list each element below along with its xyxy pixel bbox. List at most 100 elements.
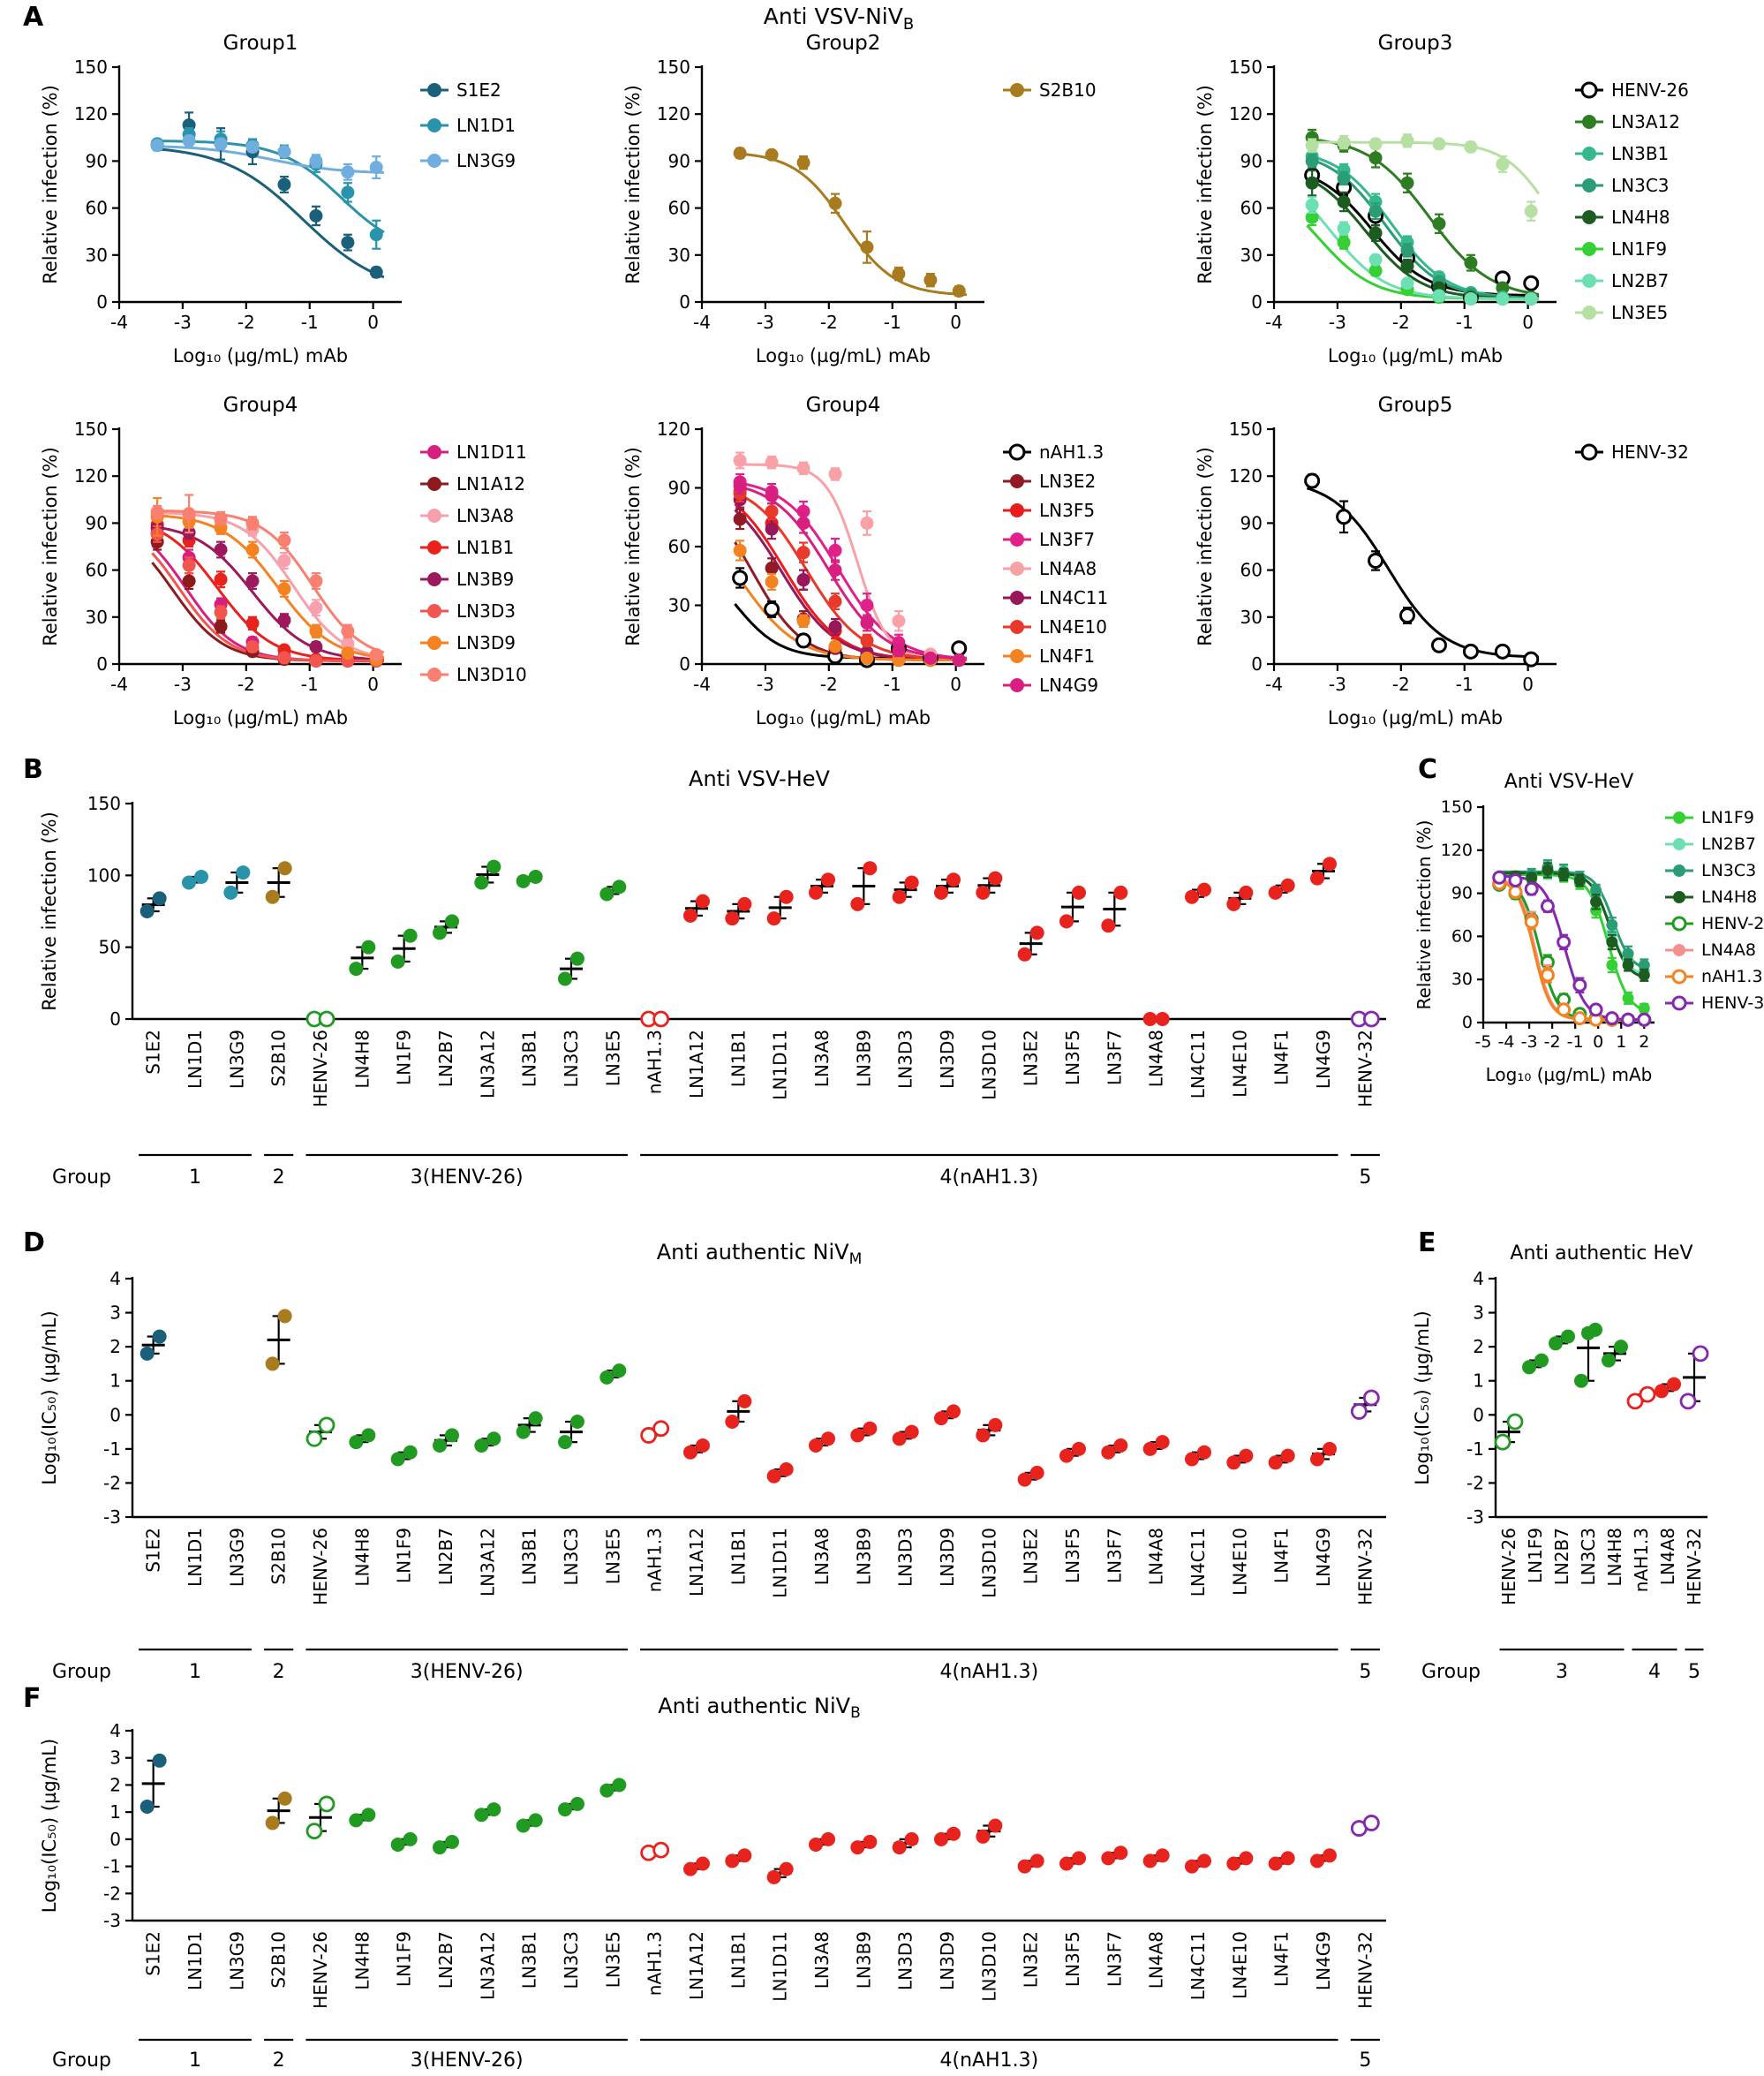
y-tick-label: 0 — [1462, 1013, 1473, 1032]
data-point-LN3C3 — [570, 1796, 584, 1811]
y-tick-label: 120 — [1441, 841, 1473, 860]
legend-label: LN4H8 — [1611, 207, 1670, 228]
category-label: LN4A8 — [1146, 1030, 1167, 1087]
data-point-LN4H8 — [1305, 176, 1319, 190]
data-point-LN3D10 — [277, 533, 291, 547]
data-point-HENV-32 — [1362, 1010, 1380, 1028]
y-tick-label: 0 — [109, 1008, 121, 1030]
data-point-S2B10 — [860, 240, 874, 254]
legend-marker — [1673, 838, 1685, 850]
data-point-LN3D10 — [369, 647, 383, 661]
chart-title-subscript: M — [849, 1250, 863, 1268]
data-point-LN3D10 — [976, 885, 991, 900]
y-tick-label: 30 — [1240, 607, 1263, 628]
data-point-LN3E5 — [599, 1370, 614, 1385]
legend-marker — [1673, 891, 1685, 903]
y-tick-label: 4 — [1473, 1268, 1484, 1289]
panel-a-main-title-subscript: B — [902, 15, 915, 34]
data-point-LN4E10 — [1226, 1455, 1241, 1470]
y-axis-label: Log₁₀(IC₅₀) (µg/mL) — [1412, 1310, 1433, 1484]
data-point-LN4F1 — [1268, 1455, 1283, 1470]
data-point-LN3A8 — [821, 1831, 835, 1846]
data-point-LN2B7 — [433, 925, 447, 940]
data-point-LN3A12 — [1496, 281, 1510, 295]
data-point-LN3A12 — [1400, 176, 1414, 190]
y-axis-label: Relative infection (%) — [622, 85, 644, 284]
data-point-LN4C11 — [1197, 1853, 1211, 1868]
group-label: 1 — [189, 2050, 201, 2072]
chart-title-main: Anti authentic NiV — [658, 1694, 850, 1718]
legend-label: S2B10 — [1039, 79, 1097, 101]
y-tick-label: 120 — [657, 103, 690, 125]
category-label: LN4E10 — [1229, 1528, 1250, 1596]
data-point-S2B10 — [277, 861, 292, 876]
data-point-LN3C3 — [558, 1435, 572, 1450]
legend-label: LN3G9 — [456, 150, 516, 171]
x-tick-label: -4 — [1498, 1032, 1515, 1052]
data-point-LN3C3 — [1400, 243, 1414, 257]
data-point-LN3G9 — [369, 160, 383, 174]
category-label: S1E2 — [143, 1030, 164, 1075]
data-point-LN4A8 — [796, 461, 810, 475]
data-point-LN3D10 — [988, 1818, 1003, 1833]
legend-marker — [1673, 812, 1685, 824]
data-point-LN2B7 — [1606, 927, 1618, 940]
category-label: LN3F7 — [1104, 1030, 1125, 1085]
data-point-LN4C11 — [1185, 889, 1199, 904]
data-point-LN1F9 — [1534, 1353, 1549, 1368]
y-tick-label: 3 — [1473, 1302, 1484, 1324]
data-point-LN3D10 — [150, 505, 164, 519]
x-tick-label: -1 — [884, 674, 901, 695]
data-point-LN3C3 — [1638, 959, 1650, 971]
chart-a-group4-right: 0 30 60 90 120 -4 -3 -2 -1 0 Relative infection (%… — [622, 394, 1108, 728]
data-point-HENV-32 — [1637, 1012, 1652, 1027]
y-tick-label: 0 — [96, 291, 108, 313]
y-tick-label: 30 — [668, 595, 690, 616]
chart-a-group5: 0 30 60 90 120 150 -4 -3 -2 -1 0 Relative infection… — [1195, 394, 1689, 728]
category-label: LN1D11 — [770, 1030, 791, 1100]
y-tick-label: 90 — [1451, 884, 1473, 903]
x-axis-label: Log₁₀ (µg/mL) mAb — [173, 345, 348, 366]
data-point-S2B10 — [952, 284, 966, 298]
y-tick-label: 60 — [1240, 560, 1263, 581]
legend-label: HENV-26 — [1701, 914, 1764, 933]
data-point-LN4G9 — [828, 563, 842, 578]
data-point-LN4H8 — [1542, 864, 1554, 877]
category-label: LN1D11 — [770, 1528, 791, 1598]
data-point-LN3F5 — [1059, 1448, 1074, 1463]
data-point-LN3C3 — [558, 1802, 572, 1817]
y-tick-label: 30 — [86, 607, 108, 628]
data-point-LN3A8 — [309, 600, 323, 615]
category-label: LN4A8 — [1146, 1528, 1167, 1585]
data-point-LN1A12 — [696, 1856, 710, 1871]
category-label: nAH1.3 — [645, 1030, 666, 1094]
data-point-LN3G9 — [277, 145, 291, 159]
y-tick-label: 150 — [74, 57, 108, 78]
group-label: 4(nAH1.3) — [939, 1166, 1038, 1189]
y-tick-label: 2 — [109, 1774, 121, 1795]
legend-label: LN1F9 — [1611, 238, 1667, 260]
data-point-LN3B1 — [516, 873, 531, 888]
data-point-LN2B7 — [1337, 222, 1351, 236]
y-tick-label: 0 — [1473, 1404, 1484, 1425]
legend-marker — [1010, 532, 1024, 547]
data-point-nAH1.3 — [1557, 1002, 1572, 1017]
data-point-LN4H8 — [349, 962, 364, 977]
group-label: 1 — [189, 1661, 201, 1683]
data-point-LN4E10 — [765, 504, 779, 518]
data-point-HENV-26 — [305, 1430, 323, 1447]
category-label: HENV-26 — [310, 1528, 331, 1605]
legend-marker — [1582, 274, 1596, 288]
category-label: LN4E10 — [1229, 1931, 1250, 1999]
category-label: LN3D9 — [937, 1030, 958, 1089]
data-point-HENV-26 — [305, 1823, 323, 1840]
data-point-HENV-32 — [1508, 872, 1523, 887]
data-point-LN4G9 — [765, 488, 779, 502]
data-point-LN1A12 — [696, 1438, 710, 1453]
chart-title-main: Anti authentic NiV — [657, 1240, 849, 1264]
panel-a-main-title-text: Anti VSV-NiV — [763, 4, 903, 29]
category-label: LN3C3 — [561, 1528, 582, 1586]
data-point-LN4C11 — [828, 620, 842, 634]
category-label: LN3D10 — [978, 1931, 999, 2002]
